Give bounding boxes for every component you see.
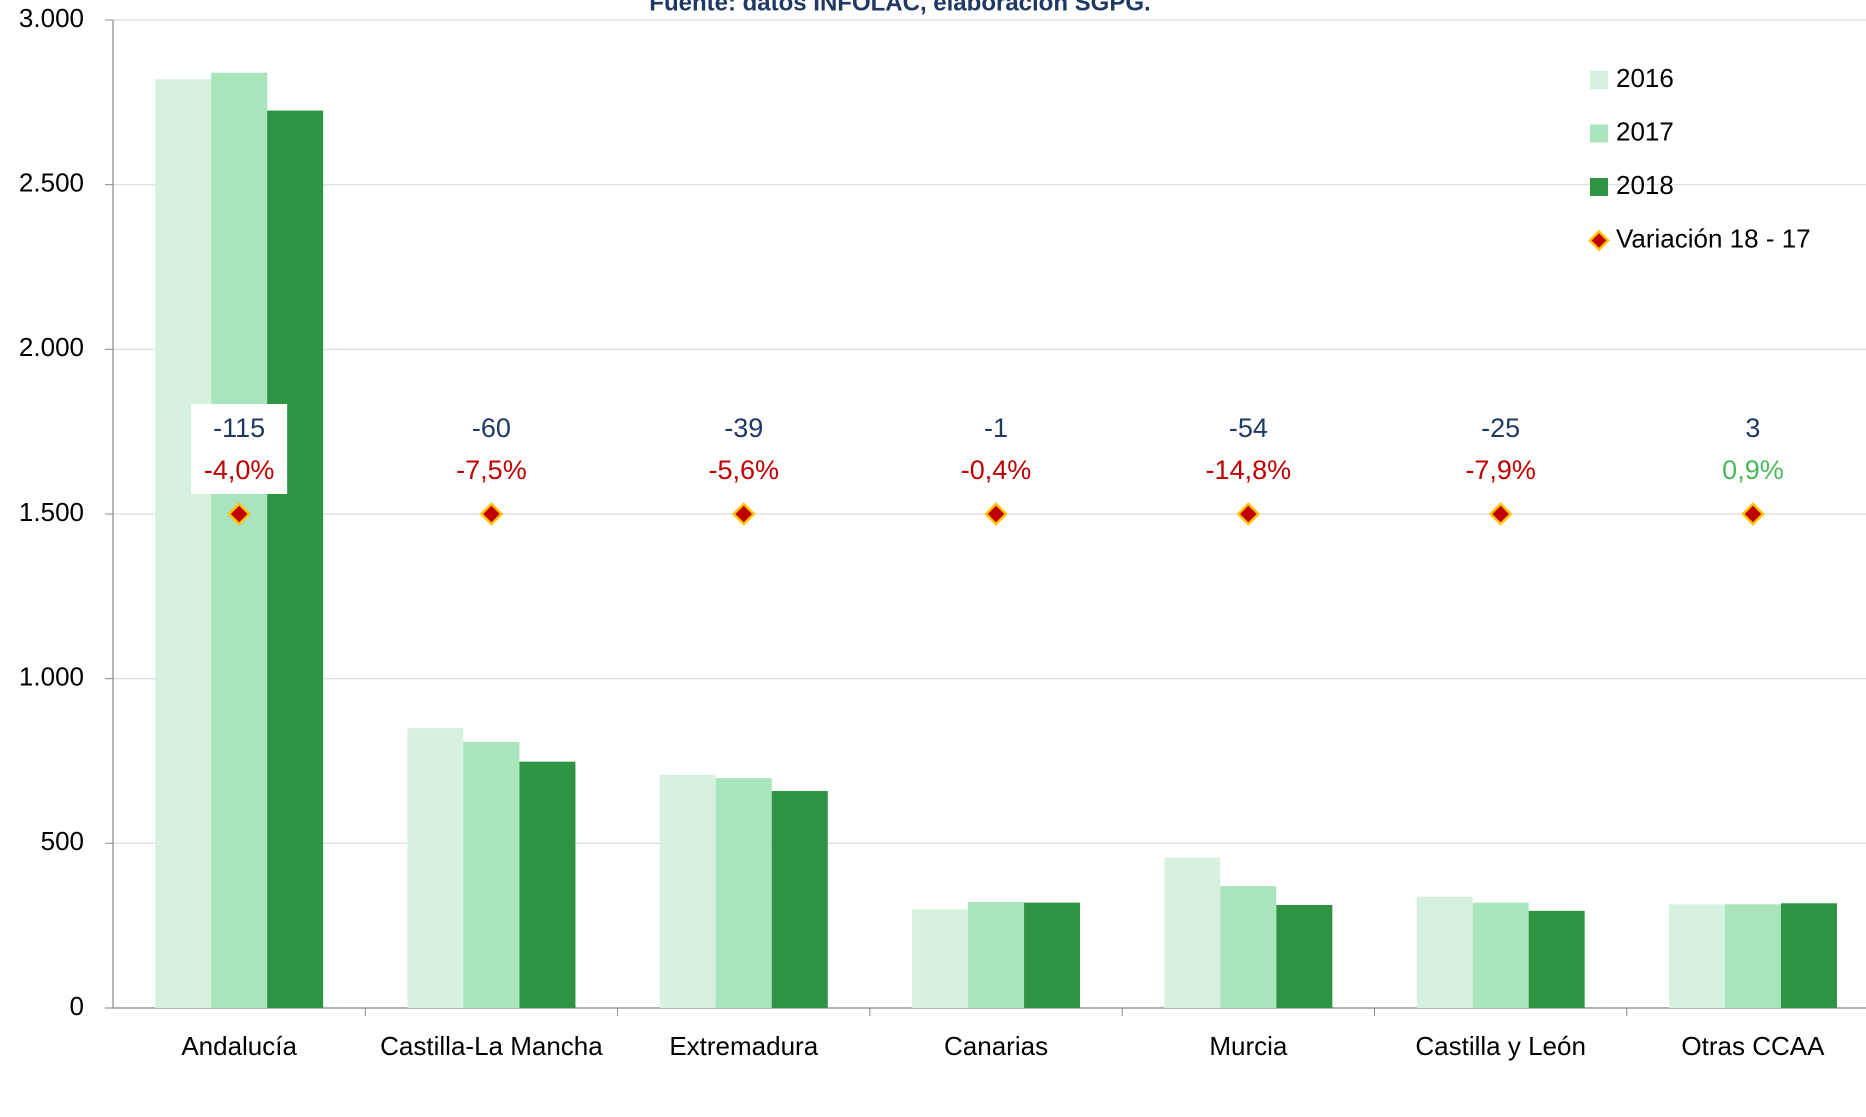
bar <box>155 79 212 1008</box>
x-tick-label: Canarias <box>944 1031 1048 1061</box>
legend-marker <box>1588 229 1610 252</box>
variation-marker <box>984 502 1008 526</box>
pct-label: -7,9% <box>1465 455 1536 485</box>
legend-label: 2018 <box>1616 170 1674 200</box>
diff-label: -39 <box>724 413 763 443</box>
bar <box>211 72 268 1008</box>
diff-label: 3 <box>1745 413 1760 443</box>
x-tick-label: Murcia <box>1209 1031 1288 1061</box>
bar <box>715 778 772 1008</box>
pct-label: -14,8% <box>1206 455 1292 485</box>
y-tick-label: 500 <box>41 826 84 856</box>
variation-marker <box>1741 502 1765 526</box>
variation-marker <box>479 502 504 526</box>
bar <box>1416 896 1473 1008</box>
label-box <box>191 404 288 494</box>
x-tick-label: Otras CCAA <box>1681 1031 1825 1061</box>
pct-label: -0,4% <box>961 455 1032 485</box>
bar <box>407 728 464 1008</box>
bar <box>1668 904 1725 1008</box>
x-tick-label: Castilla-La Mancha <box>380 1031 603 1061</box>
diff-label: -54 <box>1229 413 1268 443</box>
bar <box>968 901 1025 1008</box>
bar <box>267 110 324 1009</box>
bar <box>912 909 969 1008</box>
y-tick-label: 3.000 <box>19 3 84 33</box>
x-tick-label: Extremadura <box>669 1031 818 1061</box>
bar <box>1276 904 1333 1008</box>
diff-label: -25 <box>1481 413 1520 443</box>
diff-label: -60 <box>472 413 511 443</box>
y-tick-label: 2.000 <box>19 332 84 362</box>
legend-swatch <box>1590 71 1608 89</box>
pct-label: -5,6% <box>708 455 779 485</box>
legend-swatch <box>1590 124 1608 143</box>
bar <box>1724 904 1781 1008</box>
bar <box>659 774 716 1008</box>
bar <box>1528 910 1585 1008</box>
variation-marker <box>1236 502 1261 526</box>
x-tick-label: Andalucía <box>181 1031 297 1061</box>
variation-marker <box>227 502 251 526</box>
bar <box>1024 902 1081 1008</box>
legend-label: 2017 <box>1616 116 1674 146</box>
pct-label: 0,9% <box>1722 455 1784 485</box>
diff-label: -1 <box>984 413 1008 443</box>
legend-swatch <box>1590 178 1608 196</box>
legend-label: Variación 18 - 17 <box>1616 223 1811 253</box>
bar <box>771 790 828 1008</box>
chart-subtitle: Fuente: datos INFOLAC, elaboración SGPG. <box>649 0 1150 16</box>
variation-marker <box>1488 502 1513 526</box>
legend-label: 2016 <box>1616 63 1674 93</box>
bar <box>463 741 520 1008</box>
bar <box>1472 902 1529 1008</box>
y-tick-label: 2.500 <box>19 168 84 198</box>
y-tick-label: 1.000 <box>19 662 84 692</box>
diff-label: -115 <box>213 413 265 443</box>
bar <box>519 761 576 1008</box>
y-tick-label: 1.500 <box>19 497 84 527</box>
pct-label: -7,5% <box>456 455 527 485</box>
bar <box>1220 886 1277 1008</box>
y-tick-label: 0 <box>70 991 84 1021</box>
x-tick-label: Castilla y León <box>1415 1031 1586 1061</box>
bar <box>1780 903 1837 1008</box>
pct-label: -4,0% <box>204 455 275 485</box>
bar <box>1164 857 1221 1008</box>
variation-marker <box>731 502 756 526</box>
